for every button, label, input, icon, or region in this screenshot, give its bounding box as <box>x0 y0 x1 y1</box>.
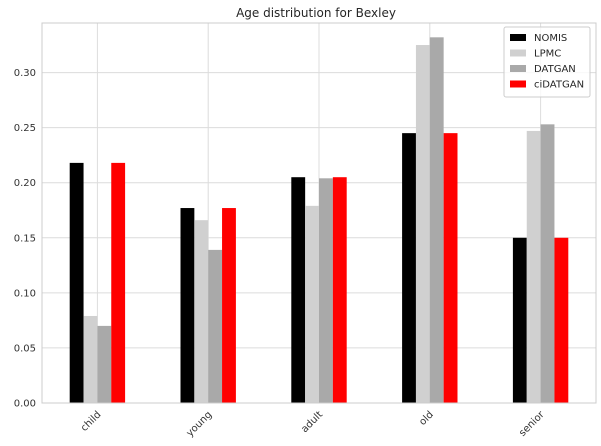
bar-datgan-child <box>97 325 112 403</box>
bar-datgan-old <box>429 37 444 403</box>
y-tick-label: 0.15 <box>14 233 36 244</box>
legend-swatch-nomis <box>510 34 526 41</box>
bar-cidatgan-adult <box>332 177 347 403</box>
bar-lpmc-child <box>83 315 98 403</box>
bar-datgan-senior <box>540 124 555 403</box>
bar-lpmc-adult <box>305 205 319 403</box>
legend-label: ciDATGAN <box>534 80 584 91</box>
x-axis-ticks: child young adult old senior <box>79 409 547 439</box>
x-tick-label: senior <box>517 409 547 439</box>
bar-nomis-child <box>69 162 84 403</box>
legend-swatch-datgan <box>510 65 526 72</box>
bar-cidatgan-senior <box>554 237 569 403</box>
legend-box <box>503 26 591 98</box>
bar-datgan-young <box>208 249 223 403</box>
y-tick-label: 0.20 <box>14 178 36 189</box>
bar-group <box>69 37 569 404</box>
y-tick-label: 0.30 <box>14 68 36 79</box>
legend-swatch-lpmc <box>510 49 526 57</box>
chart-title: Age distribution for Bexley <box>236 6 396 20</box>
y-tick-label: 0.00 <box>14 399 36 410</box>
y-tick-label: 0.25 <box>14 123 36 134</box>
legend: NOMIS LPMC DATGAN ciDATGAN <box>503 26 591 98</box>
bar-lpmc-old <box>415 45 430 403</box>
y-tick-label: 0.05 <box>14 343 36 354</box>
bar-lpmc-young <box>194 220 209 403</box>
bar-nomis-senior <box>512 237 527 403</box>
legend-swatch-cidatgan <box>510 80 526 88</box>
x-tick-label: child <box>79 409 104 434</box>
x-tick-label: young <box>185 409 215 439</box>
y-tick-label: 0.10 <box>14 288 36 299</box>
bar-nomis-young <box>180 208 195 403</box>
bar-cidatgan-young <box>222 208 236 403</box>
bar-cidatgan-old <box>443 133 458 403</box>
legend-label: DATGAN <box>534 64 576 75</box>
x-tick-label: adult <box>299 409 325 435</box>
bar-cidatgan-child <box>111 162 126 403</box>
legend-label: NOMIS <box>534 33 567 44</box>
plot-frame <box>41 22 597 404</box>
legend-label: LPMC <box>534 49 561 60</box>
bar-nomis-adult <box>291 177 306 403</box>
y-axis-ticks: 0.00 0.05 0.10 0.15 0.20 0.25 0.30 <box>14 68 36 409</box>
bar-lpmc-senior <box>526 130 541 404</box>
x-tick-label: old <box>417 409 436 428</box>
bar-nomis-old <box>402 133 416 403</box>
bar-datgan-adult <box>319 178 333 403</box>
